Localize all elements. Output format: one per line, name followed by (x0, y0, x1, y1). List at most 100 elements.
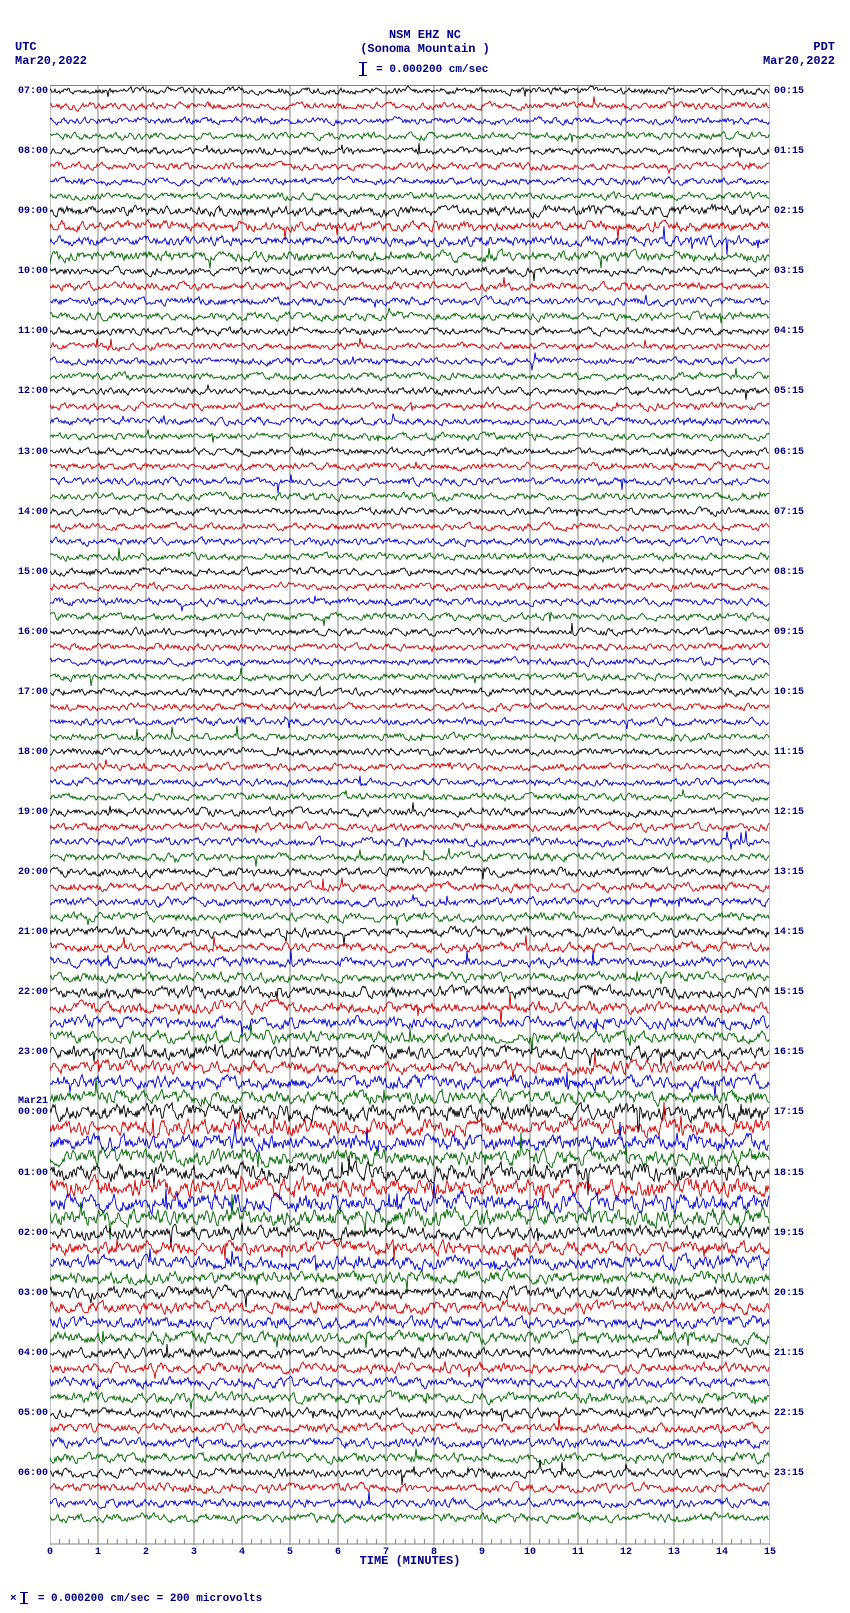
seismic-trace (50, 385, 769, 400)
seismic-trace (50, 656, 769, 666)
seismic-trace (50, 192, 769, 201)
seismic-trace (50, 1482, 769, 1494)
seismic-trace (50, 548, 769, 562)
pdt-hour-label: 04:15 (774, 326, 804, 337)
utc-hour-label: 19:00 (18, 807, 48, 818)
utc-hour-label: 15:00 (18, 567, 48, 578)
footer-text: = 0.000200 cm/sec = 200 microvolts (31, 1593, 262, 1605)
pdt-hour-label: 03:15 (774, 266, 804, 277)
x-tick-label: 10 (524, 1547, 536, 1558)
seismic-trace (50, 1361, 769, 1378)
seismic-trace (50, 176, 769, 186)
x-tick-label: 11 (572, 1547, 584, 1558)
scale-reference: = 0.000200 cm/sec (0, 62, 850, 76)
seismic-trace (50, 353, 769, 371)
pdt-hour-label: 08:15 (774, 567, 804, 578)
utc-hour-label: 07:00 (18, 86, 48, 97)
utc-hour-label: 09:00 (18, 206, 48, 217)
seismic-trace (50, 643, 769, 652)
x-tick-label: 7 (383, 1547, 389, 1558)
seismic-trace (50, 623, 769, 637)
seismic-trace (50, 582, 769, 591)
utc-hour-label: 06:00 (18, 1468, 48, 1479)
seismic-trace (50, 1053, 769, 1078)
seismic-trace (50, 866, 769, 879)
utc-hour-label: 23:00 (18, 1047, 48, 1058)
seismic-trace (50, 447, 769, 457)
seismic-trace (50, 1132, 769, 1168)
scale-text: = 0.000200 cm/sec (370, 64, 489, 76)
seismic-trace (50, 848, 769, 867)
pdt-hour-label: 09:15 (774, 627, 804, 638)
seismic-trace (50, 204, 769, 218)
seismic-trace (50, 220, 769, 240)
pdt-hour-label: 19:15 (774, 1228, 804, 1239)
seismic-trace (50, 132, 769, 143)
pdt-hour-label: 13:15 (774, 867, 804, 878)
pdt-hour-label: 15:15 (774, 987, 804, 998)
seismic-trace (50, 1269, 769, 1290)
utc-daybreak-label: Mar21 (18, 1096, 48, 1107)
utc-hour-label: 17:00 (18, 687, 48, 698)
seismic-trace (50, 522, 769, 532)
pdt-hour-label: 18:15 (774, 1168, 804, 1179)
seismic-trace (50, 776, 769, 787)
pdt-hour-label: 02:15 (774, 206, 804, 217)
pdt-hour-label: 16:15 (774, 1047, 804, 1058)
seismic-trace (50, 668, 769, 686)
seismic-trace (50, 1329, 769, 1348)
x-tick-label: 5 (287, 1547, 293, 1558)
seismic-trace (50, 612, 769, 626)
utc-hour-label: 01:00 (18, 1168, 48, 1179)
seismic-trace (50, 116, 769, 126)
seismic-trace (50, 802, 769, 817)
x-tick-label: 12 (620, 1547, 632, 1558)
seismic-trace (50, 248, 769, 268)
x-tick-label: 0 (47, 1547, 53, 1558)
seismic-trace (50, 1222, 769, 1247)
x-tick-label: 6 (335, 1547, 341, 1558)
seismic-trace (50, 831, 769, 850)
seismic-trace (50, 536, 769, 547)
pdt-hour-label: 07:15 (774, 507, 804, 518)
utc-hour-label: 02:00 (18, 1228, 48, 1239)
utc-hour-label: 16:00 (18, 627, 48, 638)
seismic-trace (50, 86, 769, 97)
pdt-hour-label: 14:15 (774, 927, 804, 938)
seismic-trace (50, 760, 769, 772)
seismic-trace (50, 1460, 769, 1485)
seismic-trace (50, 368, 769, 381)
seismic-trace (50, 1102, 769, 1138)
seismogram-page: UTC Mar20,2022 PDT Mar20,2022 NSM EHZ NC… (0, 0, 850, 1613)
x-tick-label: 9 (479, 1547, 485, 1558)
seismic-trace (50, 277, 769, 292)
seismic-trace (50, 226, 769, 254)
scale-bar-icon (362, 62, 364, 76)
x-tick-label: 15 (764, 1547, 776, 1558)
seismic-trace (50, 1376, 769, 1389)
seismic-trace (50, 822, 769, 833)
pdt-hour-label: 17:15 (774, 1107, 804, 1118)
seismic-trace (50, 1407, 769, 1422)
utc-hour-label: 10:00 (18, 266, 48, 277)
utc-hour-label: 21:00 (18, 927, 48, 938)
seismic-trace (50, 295, 769, 308)
seismic-trace (50, 894, 769, 907)
plot-area (50, 85, 770, 1545)
seismic-trace (50, 1416, 769, 1434)
seismic-trace (50, 1344, 769, 1358)
seismic-trace (50, 971, 769, 984)
pdt-hour-label: 23:15 (774, 1468, 804, 1479)
seismic-trace (50, 429, 769, 442)
seismic-trace (50, 1122, 769, 1153)
seismic-trace (50, 717, 769, 729)
x-tick-label: 4 (239, 1547, 245, 1558)
utc-hour-label: 18:00 (18, 747, 48, 758)
pdt-hour-label: 20:15 (774, 1288, 804, 1299)
seismic-trace (50, 327, 769, 337)
seismic-trace (50, 1390, 769, 1409)
seismic-trace (50, 1491, 769, 1510)
seismogram-canvas (50, 85, 770, 1545)
seismic-trace (50, 926, 769, 945)
location-label: (Sonoma Mountain ) (360, 42, 490, 56)
